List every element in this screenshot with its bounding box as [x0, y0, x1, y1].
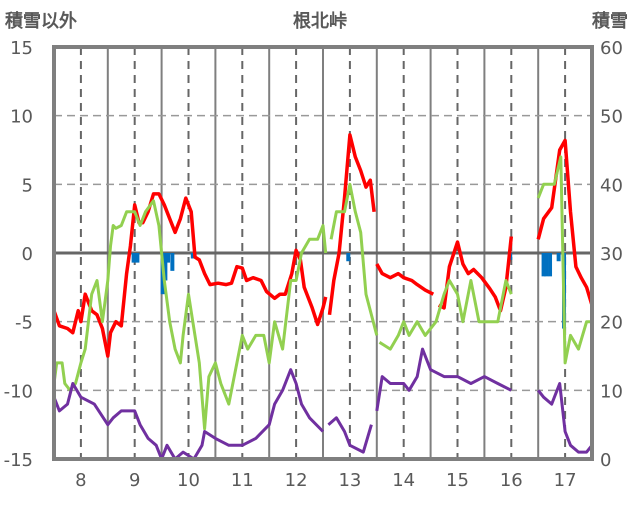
chart-title: 根北峠	[293, 10, 347, 32]
left-tick-label: -10	[4, 381, 33, 402]
right-tick-label: 60	[600, 38, 623, 59]
purple-series-line	[327, 416, 373, 454]
green-series-line	[378, 279, 513, 351]
x-tick-label: 16	[500, 470, 523, 491]
x-tick-label: 11	[231, 470, 254, 491]
left-tick-label: 10	[10, 107, 33, 128]
x-tick-label: 15	[446, 470, 469, 491]
left-tick-label: 15	[10, 38, 33, 59]
x-tick-label: 13	[338, 470, 361, 491]
purple-series-line	[375, 347, 512, 412]
left-tick-label: 0	[22, 244, 33, 265]
right-tick-label: 30	[600, 244, 623, 265]
x-tick-label: 9	[129, 470, 140, 491]
purple-series-line	[537, 382, 594, 454]
right-tick-label: 40	[600, 175, 623, 196]
tick-labels: 15 60 10 50 5 40 0 30 -5 20 -10 10 -15 0 8 9 10 11 12 13 14 1…	[4, 38, 623, 491]
x-tick-label: 8	[75, 470, 86, 491]
left-tick-label: -15	[4, 450, 33, 471]
precip-bar	[544, 253, 549, 277]
precip-bar	[548, 253, 553, 277]
x-tick-label: 10	[177, 470, 200, 491]
left-axis-title: 積雪以外	[4, 10, 77, 32]
red-series-line	[536, 138, 594, 306]
precip-bar	[541, 253, 546, 277]
x-tick-label: 14	[392, 470, 415, 491]
right-tick-label: 10	[600, 381, 623, 402]
left-tick-label: 5	[22, 175, 33, 196]
right-tick-label: 20	[600, 313, 623, 334]
precip-bar	[135, 253, 140, 263]
precip-bar	[166, 253, 171, 263]
right-tick-label: 0	[600, 450, 611, 471]
precip-bar	[556, 253, 561, 262]
x-tick-label: 17	[554, 470, 577, 491]
red-series-line	[327, 133, 376, 316]
green-series-line	[536, 155, 592, 365]
gridlines	[54, 47, 592, 459]
green-series-line	[52, 199, 328, 431]
left-tick-label: -5	[15, 313, 33, 334]
bar-series	[131, 253, 567, 329]
line-series	[52, 133, 594, 461]
right-axis-title: 積雪	[591, 10, 628, 32]
green-series-line	[329, 182, 379, 336]
red-series-line	[375, 263, 435, 296]
precip-bar	[170, 253, 175, 271]
precip-bar	[131, 253, 136, 263]
plot-frame	[52, 45, 594, 461]
purple-series-line	[52, 368, 325, 461]
right-tick-label: 50	[600, 107, 623, 128]
x-tick-label: 12	[285, 470, 308, 491]
precip-bar	[190, 253, 195, 259]
precip-bar	[163, 253, 168, 281]
red-series-line	[52, 192, 328, 358]
precip-bar	[346, 253, 351, 262]
